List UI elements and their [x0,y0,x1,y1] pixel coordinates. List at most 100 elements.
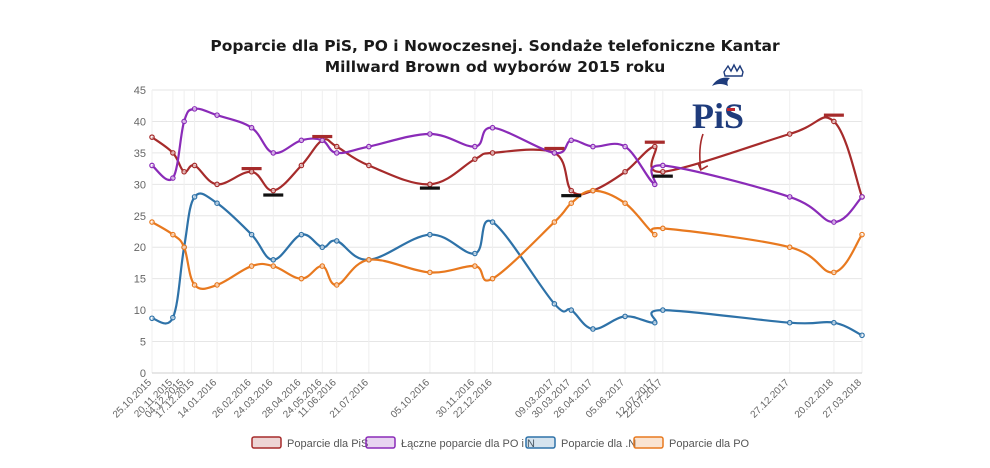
high-marker [241,167,262,171]
x-tick-label: 27.12.2017 [749,377,792,420]
y-tick-label: 30 [134,179,146,191]
data-point [622,313,628,320]
eagle-icon [712,77,730,86]
data-point [214,181,220,188]
data-point [568,200,575,207]
data-point [191,282,198,288]
legend-swatch [525,436,556,449]
chart-title: Poparcie dla PiS, PO i Nowoczesnej. Sond… [0,36,990,78]
data-point [170,150,176,156]
data-point [149,219,155,225]
data-point [319,263,326,269]
data-point [366,143,372,150]
data-point [660,162,666,169]
arrow-line [698,133,704,170]
y-tick-label: 10 [134,305,146,317]
data-point [191,162,198,169]
low-marker [419,186,440,190]
data-point [831,319,837,326]
data-point [181,118,187,125]
data-point [298,137,305,144]
data-point [248,168,255,175]
data-point [191,194,198,200]
data-point [270,256,277,263]
data-point [859,332,865,339]
x-tick-label: 05.10.2016 [389,377,432,420]
data-point [191,106,198,112]
high-marker [823,113,844,117]
data-point [472,263,478,269]
data-point [590,326,596,332]
data-point [489,275,496,282]
data-point [489,150,496,156]
y-tick-label: 5 [140,337,146,349]
y-tick-label: 0 [140,368,146,380]
legend-label: Łączne poparcie dla PO i N [401,438,535,450]
legend-swatch [633,436,664,449]
data-point [590,143,596,150]
data-point [214,282,220,288]
data-point [298,275,305,282]
data-point [660,225,666,232]
legend-label: Poparcie dla .N [561,438,636,450]
chart-title-line-2: Millward Brown od wyborów 2015 roku [324,58,666,76]
legend-label: Poparcie dla PiS [287,438,368,450]
data-point [651,181,658,188]
data-point [427,131,433,137]
data-point [366,162,372,169]
y-tick-label: 20 [134,242,146,254]
chart-title-line-1: Poparcie dla PiS, PO i Nowoczesnej. Sond… [210,37,780,55]
data-point [831,269,837,276]
data-point [270,150,277,156]
data-point [170,231,176,238]
data-point [651,143,658,150]
data-point [248,231,255,238]
data-point [568,187,575,194]
legend: Poparcie dla PiS Łączne poparcie dla PO i… [251,436,750,450]
high-marker [544,146,565,151]
arrow-head-icon [697,162,709,171]
low-marker [263,193,284,197]
pis-logo-text: PiS [692,96,744,136]
data-point [472,143,478,150]
data-point [622,168,628,175]
data-point [859,231,865,238]
series-lines [149,106,865,339]
data-point [786,194,793,200]
data-point [149,162,155,169]
data-point [551,219,558,225]
crown-icon [723,63,744,77]
data-point [181,244,187,251]
data-point [319,244,326,251]
data-point [319,137,326,144]
data-point [149,134,155,140]
data-point [298,162,305,169]
data-point [170,175,176,181]
high-marker [644,140,665,144]
data-point [489,124,496,131]
data-point [472,156,478,162]
data-point [622,143,628,150]
data-point [427,231,433,238]
high-marker [312,134,333,139]
data-point [214,112,220,118]
data-point [170,314,176,321]
data-point [270,187,277,194]
data-point [333,143,340,150]
low-marker [652,174,673,178]
data-point [786,244,793,251]
data-point [660,307,666,313]
data-point [660,168,666,175]
data-point [489,219,496,225]
data-point [551,150,558,156]
annotation-markers [241,113,844,198]
data-point [568,307,575,313]
data-point [472,250,478,257]
data-point [831,219,837,225]
logo-accent [727,108,735,111]
series-line-1 [151,107,863,224]
y-tick-label: 45 [134,85,146,97]
y-tick-label: 40 [134,116,146,128]
y-tick-label: 25 [134,211,146,223]
